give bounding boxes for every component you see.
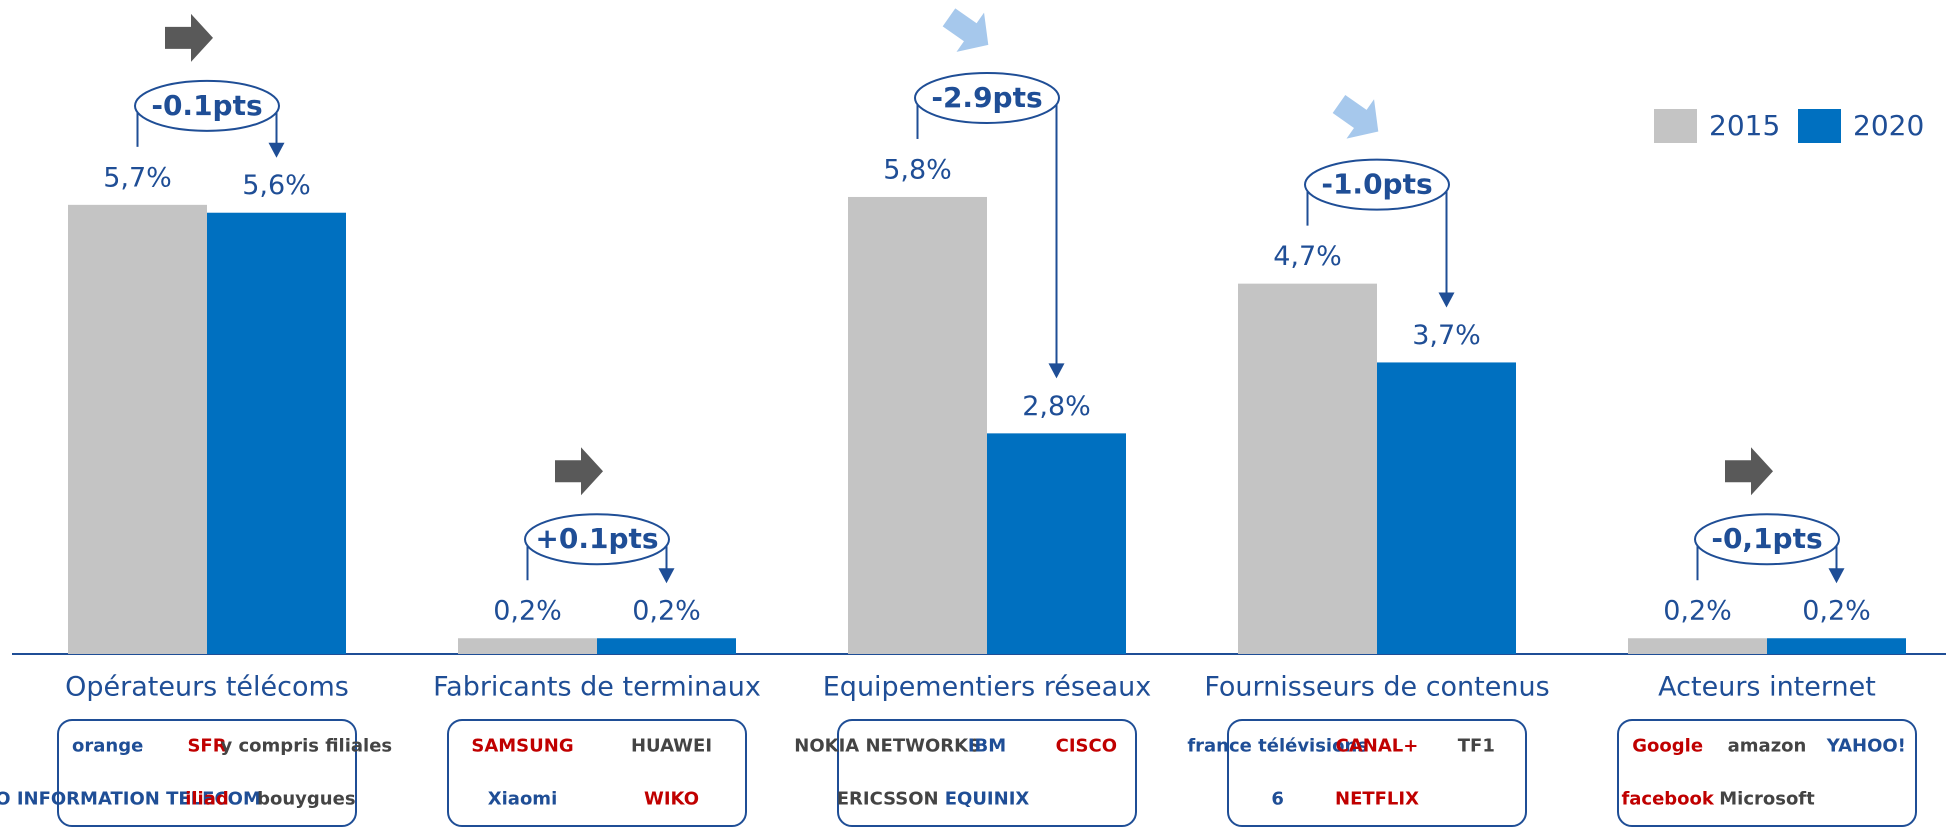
x-tick-label: Acteurs internet [1658,672,1876,703]
legend-swatch [1798,109,1841,143]
bar [1377,362,1516,654]
logo: EQUINIX [945,789,1030,810]
annotation-bubble [1304,158,1450,211]
value-label: 3,7% [1412,320,1481,351]
logo: facebook [1621,789,1714,810]
logo: IBM [968,736,1006,757]
value-label: 4,7% [1273,241,1342,272]
value-label: 0,2% [493,596,562,627]
logo: EURO INFORMATION TELECOM [0,789,261,810]
trend-arrow [555,447,603,496]
logo: france télévisions [1187,736,1368,757]
logo: SAMSUNG [471,736,573,757]
annotation: -0,1pts [1711,522,1822,555]
logo: ERICSSON [837,789,939,810]
trend-arrow [1332,95,1379,139]
x-tick-label: Opérateurs télécoms [65,672,349,703]
bar [1767,638,1906,654]
logo: 6 [1271,789,1284,810]
logo-box [57,719,357,827]
logo: NOKIA NETWORKS [794,736,981,757]
annotation: +0.1pts [535,522,658,555]
logo-box [447,719,747,827]
x-tick-label: Fabricants de terminaux [433,672,761,703]
annotation-bubble [914,71,1060,124]
annotation: -0.1pts [151,89,262,122]
logo: bouygues [257,789,355,810]
logo: Microsoft [1719,789,1815,810]
logo: CANAL+ [1336,736,1419,757]
logo-box [837,719,1137,827]
legend-label: 2015 [1709,109,1780,142]
bracket-arrowhead [658,568,675,584]
x-tick-label: Equipementiers réseaux [823,672,1151,703]
value-label: 5,6% [242,170,311,201]
bracket-arrowhead [1048,363,1065,379]
bar [1628,638,1767,654]
logo: YAHOO! [1826,736,1906,757]
trend-arrow [165,13,213,62]
logo: Google [1632,736,1703,757]
logo: Xiaomi [488,789,558,810]
logo: orange [72,736,143,757]
bar [597,638,736,654]
trend-arrow [1725,447,1773,496]
bar [207,212,346,654]
annotation: -2.9pts [931,81,1042,114]
logo-box [1227,719,1527,827]
bar [458,638,597,654]
annotation-bubble [1694,513,1840,566]
logo: CISCO [1056,736,1117,757]
value-label: 0,2% [1663,596,1732,627]
legend-swatch [1654,109,1697,143]
bar [848,196,987,654]
logo: SFR [187,736,226,757]
bar [1238,283,1377,654]
logo: amazon [1728,736,1807,757]
annotation: -1.0pts [1321,168,1432,201]
logo-box [1617,719,1917,827]
logo: y compris filiales [221,736,393,757]
trend-arrow [942,8,989,52]
annotation-bubble [134,79,280,132]
logo: iliad [185,789,229,810]
value-label: 0,2% [1802,596,1871,627]
value-label: 5,7% [103,162,172,193]
legend-label: 2020 [1853,109,1924,142]
logo: HUAWEI [631,736,712,757]
annotation-bubble [524,513,670,566]
bar [68,204,207,654]
bar [987,433,1126,654]
value-label: 5,8% [883,154,952,185]
logo: TF1 [1458,736,1495,757]
value-label: 2,8% [1022,391,1091,422]
bracket-arrowhead [1438,292,1455,308]
value-label: 0,2% [632,596,701,627]
logo: WIKO [644,789,699,810]
x-tick-label: Fournisseurs de contenus [1204,672,1549,703]
logo: NETFLIX [1335,789,1419,810]
bracket-arrowhead [1828,568,1845,584]
bracket-arrowhead [268,142,285,158]
